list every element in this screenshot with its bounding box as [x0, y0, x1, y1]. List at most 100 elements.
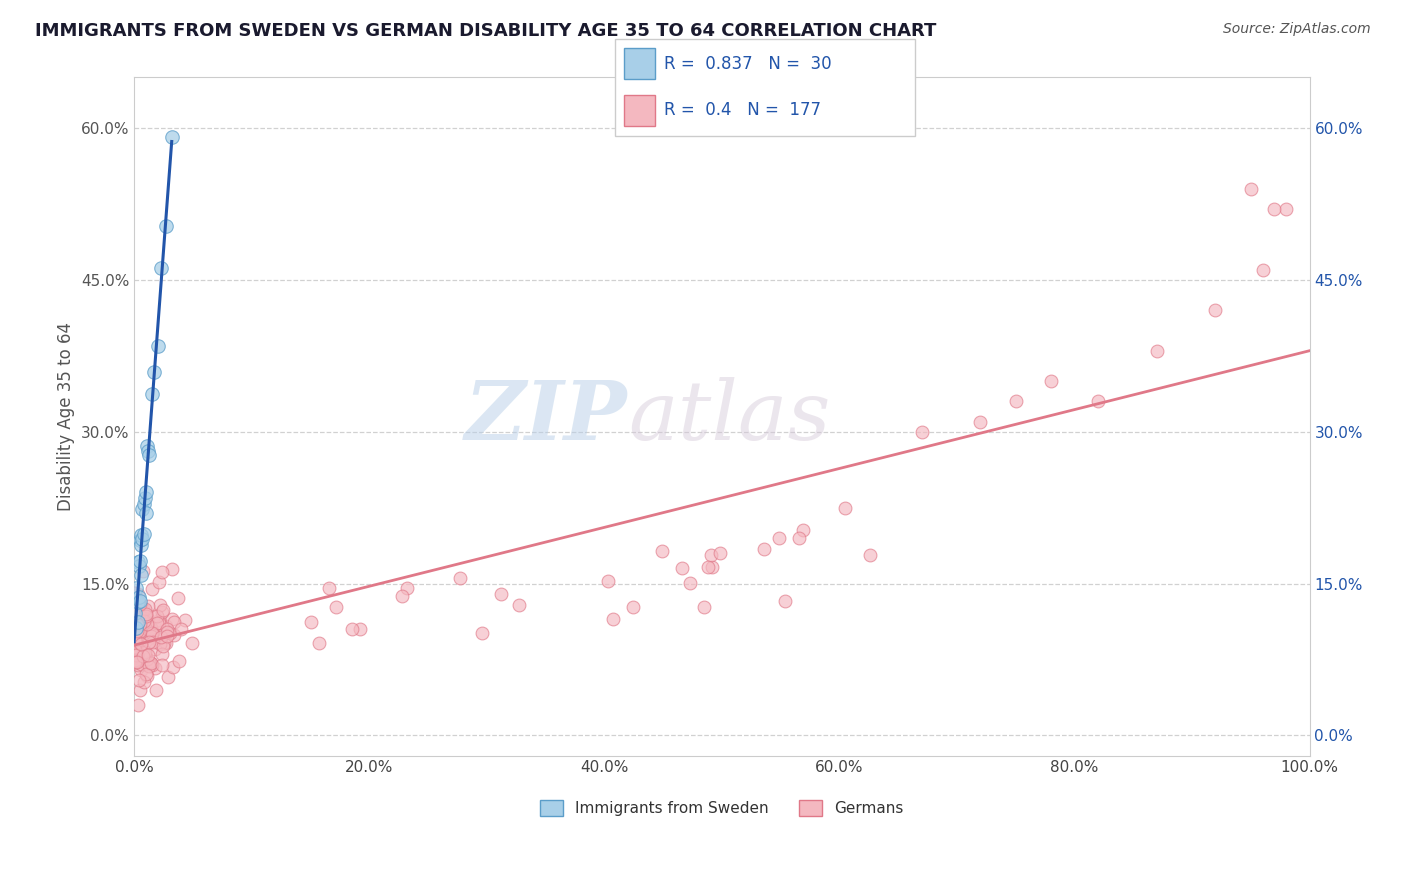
- Point: [128, 607, 150, 621]
- Point: [173, 614, 195, 628]
- Point: [170, 622, 193, 636]
- Point: [156, 625, 179, 640]
- Point: [141, 625, 163, 640]
- Point: [134, 645, 156, 659]
- Point: [155, 618, 177, 632]
- Point: [128, 622, 150, 636]
- Point: [156, 622, 179, 636]
- Point: [138, 659, 160, 673]
- Point: [150, 566, 173, 580]
- Point: [160, 130, 183, 145]
- Point: [127, 658, 149, 673]
- Point: [134, 602, 156, 616]
- Point: [125, 642, 148, 657]
- Point: [679, 576, 702, 591]
- Point: [124, 646, 146, 660]
- Point: [162, 612, 184, 626]
- Point: [134, 491, 156, 505]
- Point: [340, 622, 363, 636]
- Point: [125, 599, 148, 614]
- Point: [141, 624, 163, 639]
- Point: [671, 561, 693, 575]
- Point: [129, 598, 152, 612]
- Point: [124, 586, 146, 600]
- Point: [138, 634, 160, 648]
- Point: [1204, 303, 1226, 318]
- Point: [768, 531, 790, 545]
- Point: [132, 630, 155, 644]
- FancyBboxPatch shape: [614, 38, 915, 136]
- Point: [789, 531, 811, 545]
- Point: [859, 548, 882, 562]
- Point: [124, 609, 146, 624]
- Point: [299, 615, 322, 630]
- Point: [141, 386, 163, 401]
- Point: [143, 609, 166, 624]
- Point: [156, 629, 179, 643]
- Point: [325, 600, 347, 615]
- Point: [135, 667, 157, 681]
- Point: [150, 647, 173, 661]
- Point: [127, 555, 149, 569]
- Point: [693, 600, 716, 615]
- Point: [181, 636, 204, 650]
- Point: [150, 261, 173, 276]
- Point: [621, 600, 644, 615]
- Point: [127, 637, 149, 651]
- Point: [132, 497, 155, 511]
- Point: [125, 608, 148, 623]
- Point: [127, 620, 149, 634]
- Point: [149, 637, 172, 651]
- Point: [139, 656, 162, 670]
- Point: [1263, 202, 1285, 216]
- Point: [134, 612, 156, 626]
- Point: [143, 641, 166, 656]
- Point: [124, 612, 146, 626]
- Point: [131, 628, 153, 642]
- Point: [150, 657, 173, 672]
- Point: [128, 634, 150, 648]
- Point: [136, 439, 159, 453]
- Legend: Immigrants from Sweden, Germans: Immigrants from Sweden, Germans: [534, 794, 910, 822]
- Point: [136, 669, 159, 683]
- Text: R =  0.4   N =  177: R = 0.4 N = 177: [664, 101, 821, 119]
- Point: [124, 591, 146, 606]
- Point: [131, 657, 153, 672]
- Point: [598, 574, 620, 588]
- Text: IMMIGRANTS FROM SWEDEN VS GERMAN DISABILITY AGE 35 TO 64 CORRELATION CHART: IMMIGRANTS FROM SWEDEN VS GERMAN DISABIL…: [35, 22, 936, 40]
- Point: [129, 608, 152, 623]
- Point: [132, 649, 155, 664]
- Point: [135, 607, 157, 621]
- Point: [131, 502, 153, 516]
- Point: [395, 581, 418, 595]
- Point: [139, 626, 162, 640]
- Point: [125, 593, 148, 607]
- Point: [834, 500, 856, 515]
- Point: [132, 601, 155, 615]
- Point: [124, 633, 146, 648]
- Point: [127, 616, 149, 631]
- Point: [449, 572, 471, 586]
- Point: [125, 607, 148, 622]
- Point: [349, 622, 371, 636]
- Point: [128, 559, 150, 574]
- Bar: [624, 95, 655, 126]
- Point: [146, 615, 169, 630]
- Point: [1039, 374, 1062, 388]
- Point: [138, 634, 160, 648]
- Point: [128, 590, 150, 604]
- Point: [138, 449, 160, 463]
- Point: [1146, 343, 1168, 358]
- Point: [149, 598, 172, 612]
- Point: [136, 618, 159, 632]
- Point: [471, 626, 494, 640]
- Y-axis label: Disability Age 35 to 64: Disability Age 35 to 64: [58, 322, 75, 511]
- Point: [162, 660, 184, 674]
- Point: [124, 655, 146, 669]
- Point: [143, 366, 166, 380]
- Point: [142, 626, 165, 640]
- Point: [141, 658, 163, 673]
- Point: [124, 635, 146, 649]
- Point: [148, 574, 170, 589]
- Point: [700, 548, 723, 562]
